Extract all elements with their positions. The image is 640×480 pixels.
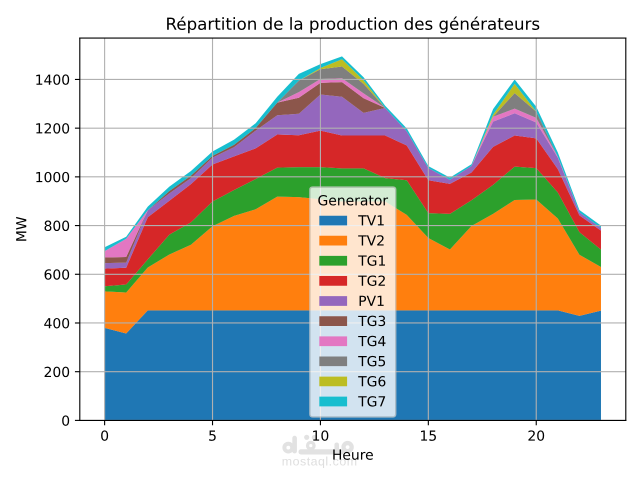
svg-text:mostaql.com: mostaql.com: [282, 455, 358, 469]
